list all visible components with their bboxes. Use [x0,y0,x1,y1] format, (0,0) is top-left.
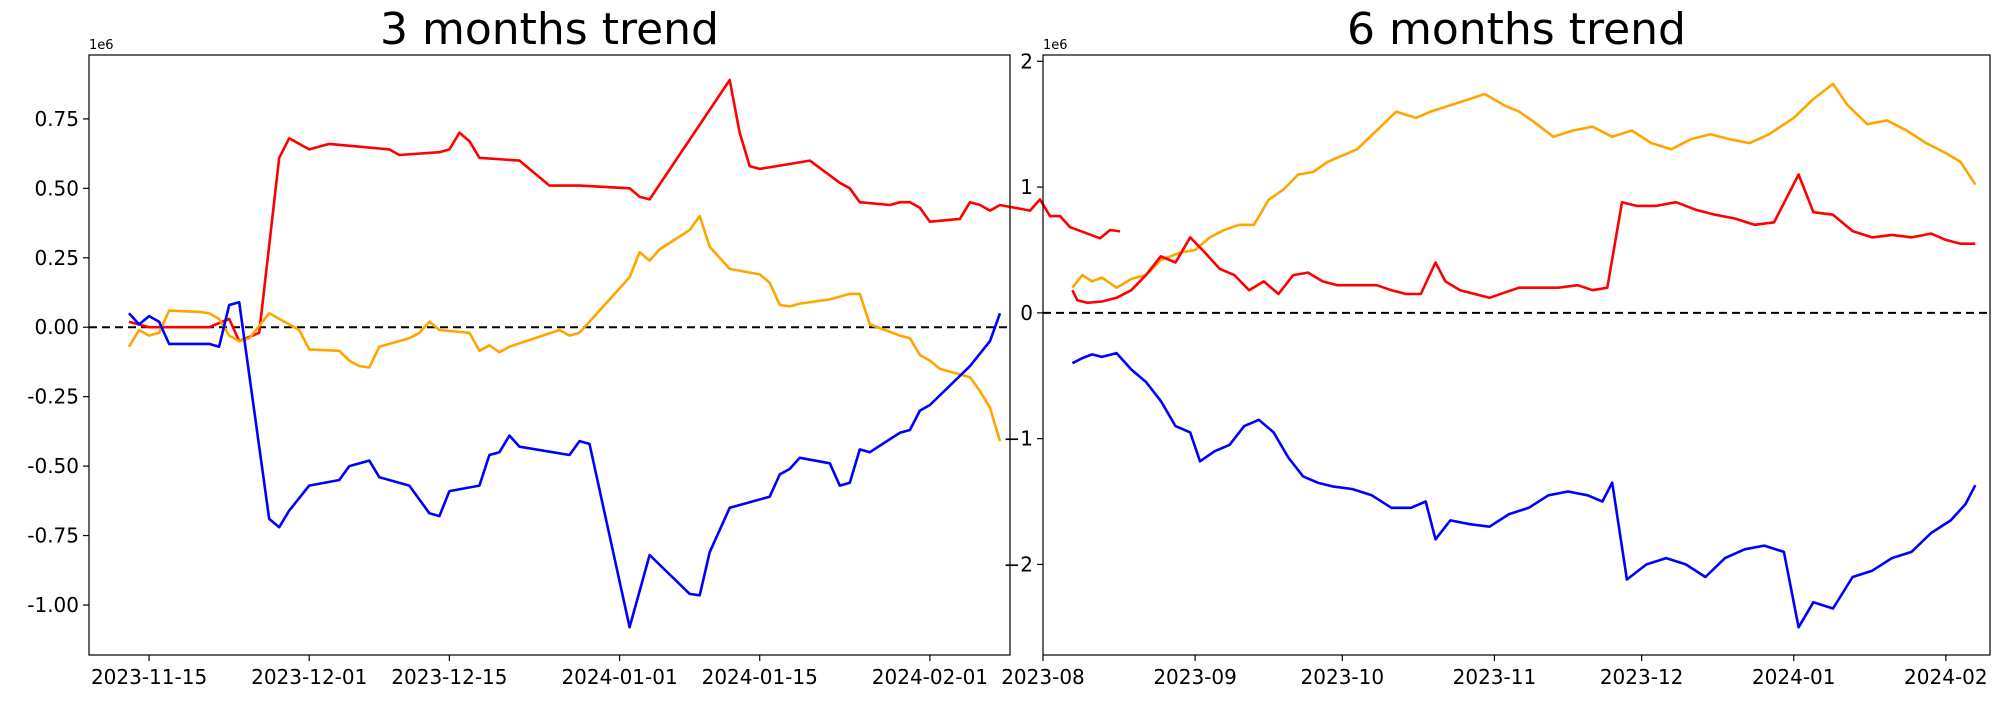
y-tick-label: 0.25 [34,246,79,270]
x-tick-label: 2024-01-01 [561,665,677,689]
y-offset-label: 1e6 [1043,38,1068,53]
y-tick-label: -0.25 [27,385,79,409]
plot-frame [1042,54,1991,656]
y-tick-label: 2 [1020,49,1033,73]
y-tick-label: −1 [1004,427,1033,451]
y-tick-label: -1.00 [27,593,79,617]
y-tick-label: 0.00 [34,315,79,339]
series-line-2 [128,300,1002,629]
x-tick-label: 2023-12-01 [251,665,367,689]
plot-frame [88,54,1011,656]
y-tick-label: −2 [1004,552,1033,576]
x-tick-label: 2023-11-15 [91,665,207,689]
series-line-0 [128,78,1121,343]
x-tick-label: 2024-02 [1904,665,1988,689]
y-offset-label: 1e6 [89,38,114,53]
x-tick-label: 2023-08 [1001,665,1085,689]
y-tick-label: 0.75 [34,107,79,131]
x-tick-label: 2024-01 [1752,665,1836,689]
y-tick-label: -0.75 [27,524,79,548]
x-tick-label: 2023-10 [1301,665,1385,689]
series-line-1 [1071,173,1976,305]
series-line-0 [1071,82,1977,289]
x-tick-label: 2024-02-01 [872,665,988,689]
panel-6-months: 6 months trend 1e6 −2 −1 0 1 2 2023-08 2023-09 20… [1001,4,1991,689]
y-tick-label: -0.50 [27,454,79,478]
panel-3-months: 3 months trend 1e6 -1.00 -0.75 -0.50 -0.25 0.0… [27,4,1121,689]
x-tick-label: 2023-12-15 [391,665,507,689]
series-line-2 [1071,351,1977,629]
x-tick-label: 2024-01-15 [702,665,818,689]
y-tick-label: 0.50 [34,176,79,200]
x-tick-label: 2023-11 [1453,665,1537,689]
y-tick-label: 1 [1020,175,1033,199]
x-tick-label: 2023-12 [1600,665,1684,689]
chart-title: 6 months trend [1347,4,1686,55]
x-tick-label: 2023-09 [1153,665,1237,689]
chart-title: 3 months trend [380,4,719,55]
y-tick-label: 0 [1020,301,1033,325]
